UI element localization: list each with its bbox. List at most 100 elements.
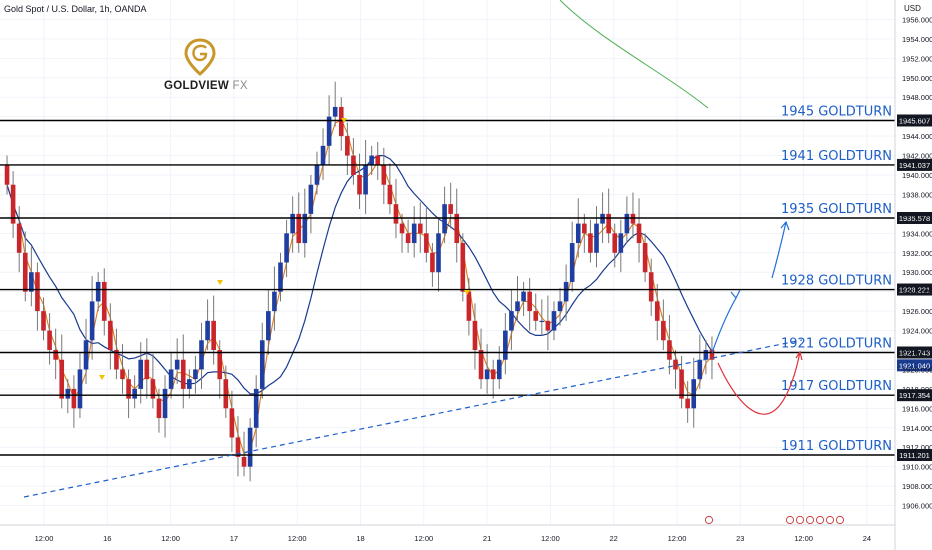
level-price-text: 1911.201	[899, 451, 930, 460]
candle	[636, 198, 642, 263]
candle	[101, 268, 107, 336]
candle-body	[180, 359, 186, 389]
moving-averages	[6, 0, 713, 455]
time-tick-label: 22	[610, 534, 618, 543]
candle	[387, 163, 393, 214]
candle-body	[685, 398, 690, 409]
price-tick-label: 1952.000	[902, 54, 932, 63]
candle	[569, 221, 575, 292]
candle	[575, 198, 581, 258]
candle-body	[448, 204, 453, 214]
candle	[16, 206, 22, 273]
candle-body	[515, 301, 520, 312]
candle	[180, 334, 186, 409]
candle	[533, 293, 539, 331]
candle-body	[10, 184, 16, 224]
candle	[673, 350, 678, 389]
candle-body	[241, 456, 247, 467]
candle-body	[326, 116, 332, 146]
candle	[703, 340, 709, 375]
level-label: 1928 GOLDTURN	[781, 274, 892, 289]
candle-body	[612, 233, 618, 253]
candle-body	[35, 272, 40, 312]
candle-body	[4, 165, 10, 185]
level-price-text: 1945.607	[899, 116, 930, 125]
price-tick-label: 1918.000	[902, 385, 932, 394]
candle-body	[582, 223, 587, 234]
candle-body	[381, 165, 387, 185]
candle	[685, 381, 690, 423]
candle	[95, 272, 101, 312]
chart-grid	[0, 0, 895, 525]
candle-body	[661, 320, 666, 341]
candle	[144, 338, 150, 399]
candle-body	[114, 350, 119, 370]
candle	[326, 95, 332, 166]
candle-body	[697, 359, 703, 380]
candle-body	[345, 136, 350, 156]
candle-body	[229, 408, 235, 438]
price-tick-label: 1948.000	[902, 93, 932, 102]
candle	[472, 303, 478, 370]
candle-body	[217, 350, 223, 380]
candle	[661, 299, 666, 350]
time-tick-label: 12:00	[794, 534, 813, 543]
candle-body	[168, 369, 174, 389]
projection-arrow-long	[771, 221, 787, 279]
price-tick-label: 1916.000	[902, 404, 932, 413]
candle-body	[600, 213, 605, 224]
candle-body	[83, 340, 89, 370]
price-tick-label: 1920.000	[902, 365, 932, 374]
candle-body	[490, 369, 496, 380]
time-tick-label: 21	[483, 534, 491, 543]
price-tick-label: 1930.000	[902, 268, 932, 277]
currency-label: USD	[904, 4, 921, 13]
candle	[126, 369, 131, 419]
candle-body	[539, 320, 545, 323]
candle-body	[387, 184, 393, 205]
candle-body	[22, 252, 28, 292]
event-marker-icon	[795, 515, 805, 525]
level-price-text: 1921.743	[899, 348, 930, 357]
candle-body	[29, 272, 34, 292]
signal-marker-icon	[341, 118, 347, 123]
candle	[253, 375, 259, 448]
candle	[132, 375, 137, 409]
candle	[466, 278, 472, 336]
candle	[174, 338, 180, 385]
candle	[162, 375, 168, 438]
price-tick-label: 1912.000	[902, 443, 932, 452]
candle	[296, 192, 302, 253]
candle-body	[618, 233, 624, 253]
candle-body	[290, 213, 295, 234]
candle-body	[527, 291, 532, 312]
level-price-text: 1941.037	[899, 161, 930, 170]
candle-body	[320, 145, 326, 166]
price-tick-label: 1908.000	[902, 482, 932, 491]
candle	[41, 297, 46, 341]
candle-body	[430, 252, 435, 273]
level-price-tag	[897, 114, 932, 127]
candle	[77, 351, 83, 419]
candle-body	[235, 437, 241, 457]
candle-body	[588, 233, 593, 253]
candle-body	[411, 223, 417, 244]
candle	[138, 342, 144, 404]
candle	[266, 289, 271, 355]
event-marker-icon	[785, 515, 795, 525]
event-marker-icon	[825, 515, 835, 525]
candle-body	[575, 223, 581, 244]
candle	[308, 175, 314, 234]
candle-body	[521, 291, 526, 302]
level-price-tag	[897, 211, 932, 224]
candle	[436, 219, 441, 292]
candle	[551, 301, 557, 341]
candle-body	[77, 369, 83, 409]
candle	[10, 171, 16, 239]
candle-body	[363, 165, 368, 195]
signal-marker-icon	[464, 290, 470, 295]
candle	[430, 243, 435, 287]
candle-body	[478, 350, 484, 380]
candle	[369, 145, 374, 175]
